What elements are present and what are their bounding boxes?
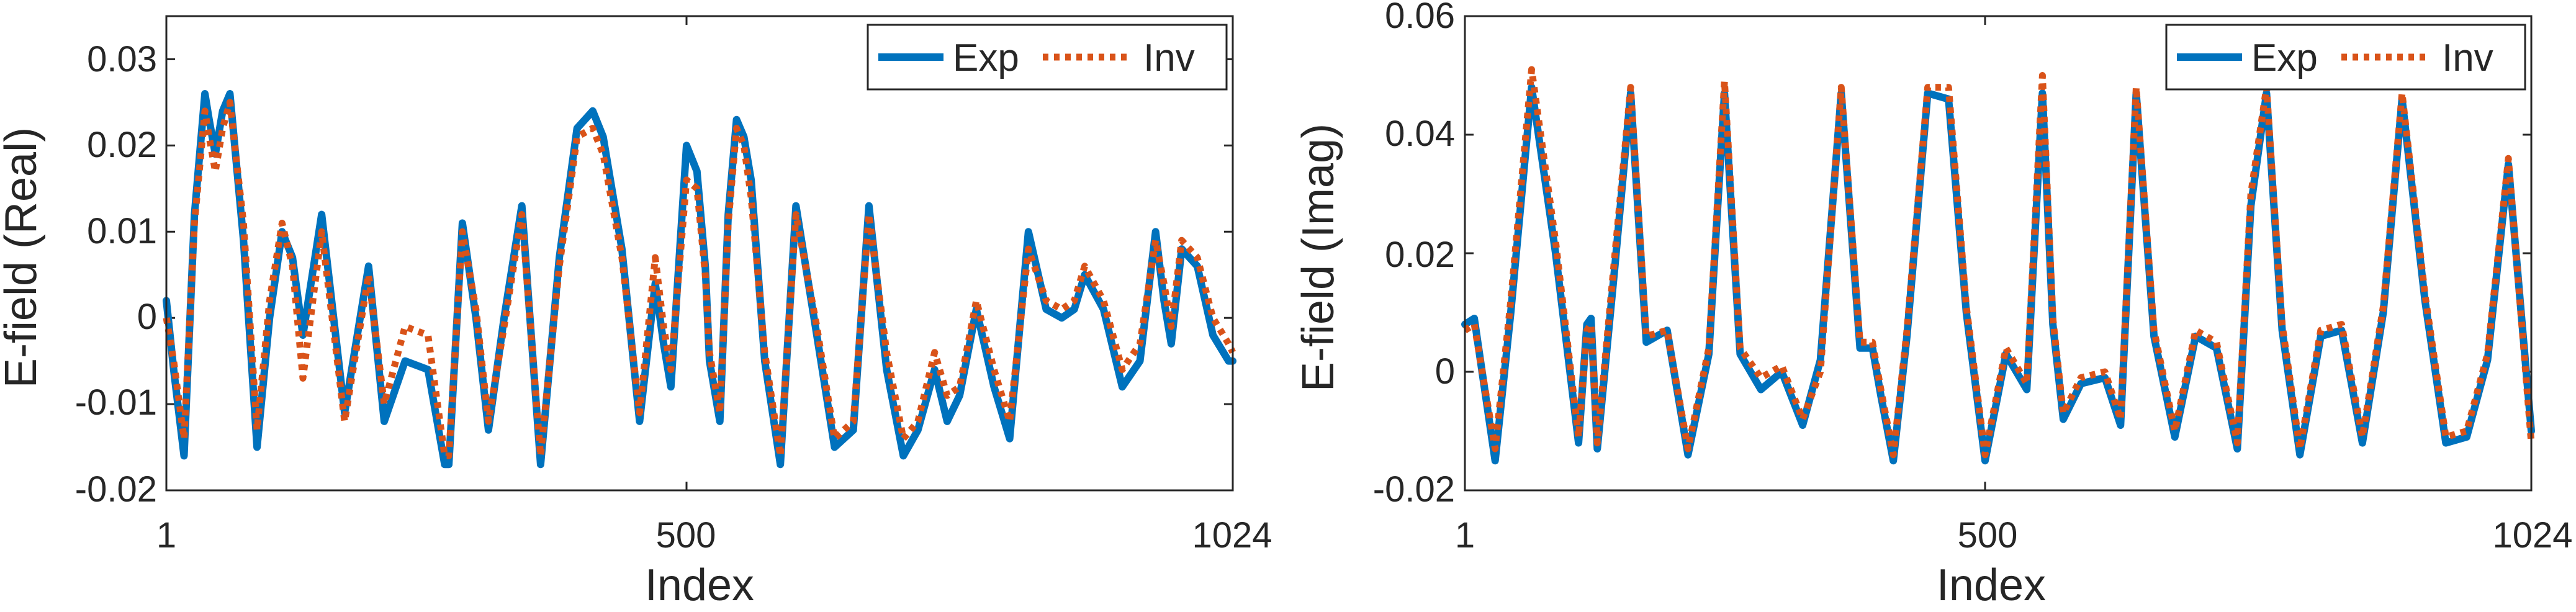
y-ticks-imag: -0.02 0 0.02 0.04 0.06 [1373,0,1455,510]
x-axis-label-real: Index [645,560,754,610]
y-tick-label: 0.01 [87,211,157,251]
plot-area-real [163,90,1236,469]
x-axis-label-imag: Index [1937,560,2046,610]
legend-label-inv: Inv [1143,37,1195,79]
y-tick-label: 0.03 [87,39,157,79]
y-tick-label: 0.02 [1385,235,1455,275]
x-tick-label: 1024 [1192,515,1272,556]
series-line-exp [163,90,1236,469]
y-tick-label: -0.02 [1373,469,1455,510]
legend-label-inv: Inv [2442,37,2493,79]
x-ticks-real: 1 500 1024 [156,515,1272,556]
chart-imag-panel: E-field (Imag) Index -0.02 0 0.02 0.04 0… [1294,0,2573,610]
y-axis-label-imag: E-field (Imag) [1294,124,1343,392]
x-tick-label: 500 [1958,515,2018,556]
plot-area-imag [1461,66,2535,465]
y-tick-label: 0.02 [87,125,157,165]
legend-label-exp: Exp [953,37,1019,79]
series-line-inv [163,99,1236,459]
x-ticks-imag: 1 500 1024 [1455,515,2573,556]
y-tick-label: 0.06 [1385,0,1455,36]
y-tick-label: 0 [137,297,157,337]
y-tick-label: 0 [1435,351,1455,392]
axes-box-real [165,15,1234,492]
x-tick-label: 1024 [2492,515,2572,556]
axes-box-imag [1464,15,2533,492]
x-tick-label: 500 [656,515,716,556]
series-line-inv [1463,66,2535,459]
x-tick-label: 1 [1455,515,1475,556]
y-tick-label: 0.04 [1385,114,1455,154]
legend-label-exp: Exp [2251,37,2318,79]
y-tick-label: -0.02 [75,469,157,510]
y-axis-label-real: E-field (Real) [0,127,46,388]
legend-real[interactable]: Exp Inv [867,24,1228,91]
chart-real-panel: E-field (Real) Index -0.02 -0.01 0 0.01 … [0,15,1272,610]
legend-imag[interactable]: Exp Inv [2165,24,2526,91]
x-tick-label: 1 [156,515,176,556]
y-ticks-real: -0.02 -0.01 0 0.01 0.02 0.03 [75,39,157,510]
y-tick-label: -0.01 [75,382,157,423]
